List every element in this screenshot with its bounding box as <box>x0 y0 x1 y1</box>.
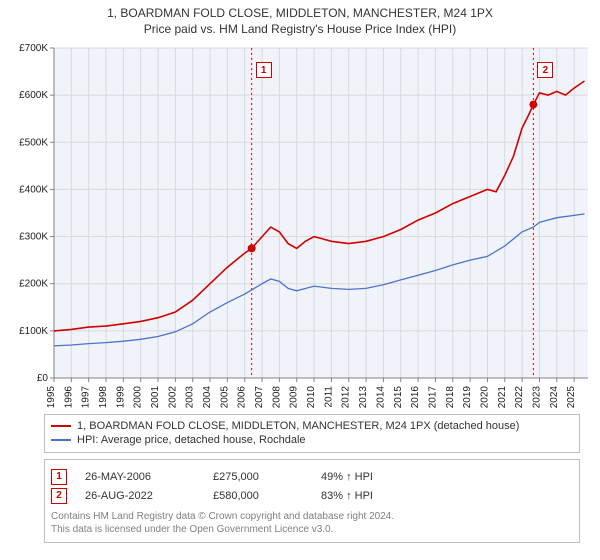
svg-text:2008: 2008 <box>271 386 282 408</box>
svg-text:1997: 1997 <box>81 386 92 408</box>
svg-text:2007: 2007 <box>254 386 265 408</box>
svg-text:2009: 2009 <box>289 386 300 408</box>
svg-text:£500K: £500K <box>19 137 48 148</box>
svg-text:1998: 1998 <box>98 386 109 408</box>
svg-text:2015: 2015 <box>393 386 404 408</box>
svg-text:2023: 2023 <box>531 386 542 408</box>
sale-date: 26-MAY-2006 <box>85 471 195 483</box>
sale-date: 26-AUG-2022 <box>85 490 195 502</box>
svg-text:2005: 2005 <box>219 386 230 408</box>
legend-label: HPI: Average price, detached house, Roch… <box>77 433 306 447</box>
svg-text:2017: 2017 <box>427 386 438 408</box>
svg-text:£200K: £200K <box>19 279 48 290</box>
svg-text:2022: 2022 <box>514 386 525 408</box>
svg-text:2016: 2016 <box>410 386 421 408</box>
header: 1, BOARDMAN FOLD CLOSE, MIDDLETON, MANCH… <box>0 0 600 38</box>
sales-list: 1 26-MAY-2006 £275,000 49% ↑ HPI 2 26-AU… <box>44 459 580 543</box>
svg-text:£700K: £700K <box>19 43 48 54</box>
svg-text:1999: 1999 <box>115 386 126 408</box>
credit-line: This data is licensed under the Open Gov… <box>51 523 573 536</box>
svg-text:2006: 2006 <box>237 386 248 408</box>
credit: Contains HM Land Registry data © Crown c… <box>51 510 573 536</box>
legend-item: HPI: Average price, detached house, Roch… <box>51 433 573 447</box>
sale-delta: 83% ↑ HPI <box>321 490 421 502</box>
chart-sale-badge: 1 <box>256 62 272 78</box>
svg-text:2010: 2010 <box>306 386 317 408</box>
svg-text:£0: £0 <box>37 373 49 384</box>
credit-line: Contains HM Land Registry data © Crown c… <box>51 510 573 523</box>
sale-row: 2 26-AUG-2022 £580,000 83% ↑ HPI <box>51 488 573 504</box>
sale-price: £580,000 <box>213 490 303 502</box>
svg-text:2019: 2019 <box>462 386 473 408</box>
page-subtitle: Price paid vs. HM Land Registry's House … <box>0 22 600 36</box>
svg-text:2002: 2002 <box>167 386 178 408</box>
svg-text:2001: 2001 <box>150 386 161 408</box>
sale-price: £275,000 <box>213 471 303 483</box>
svg-text:2003: 2003 <box>185 386 196 408</box>
svg-text:2014: 2014 <box>375 386 386 408</box>
legend-swatch <box>51 425 71 427</box>
svg-text:1995: 1995 <box>46 386 57 408</box>
svg-text:2021: 2021 <box>497 386 508 408</box>
svg-text:2025: 2025 <box>566 386 577 408</box>
legend-item: 1, BOARDMAN FOLD CLOSE, MIDDLETON, MANCH… <box>51 419 573 433</box>
chart-svg: £0 £100K £200K £300K £400K £500K £600K £700K 199… <box>0 38 600 408</box>
svg-text:2018: 2018 <box>445 386 456 408</box>
legend: 1, BOARDMAN FOLD CLOSE, MIDDLETON, MANCH… <box>44 414 580 453</box>
svg-text:£300K: £300K <box>19 232 48 243</box>
chart-sale-badge: 2 <box>537 62 553 78</box>
svg-text:2011: 2011 <box>323 386 334 408</box>
svg-text:£600K: £600K <box>19 90 48 101</box>
legend-label: 1, BOARDMAN FOLD CLOSE, MIDDLETON, MANCH… <box>77 419 519 433</box>
svg-text:2013: 2013 <box>358 386 369 408</box>
sale-badge: 1 <box>51 469 67 485</box>
sale-badge: 2 <box>51 488 67 504</box>
svg-text:1996: 1996 <box>63 386 74 408</box>
svg-text:£400K: £400K <box>19 184 48 195</box>
page-title: 1, BOARDMAN FOLD CLOSE, MIDDLETON, MANCH… <box>0 6 600 20</box>
svg-text:£100K: £100K <box>19 326 48 337</box>
price-chart: £0 £100K £200K £300K £400K £500K £600K £700K 199… <box>0 38 600 408</box>
legend-swatch <box>51 439 71 441</box>
svg-text:2012: 2012 <box>341 386 352 408</box>
svg-text:2000: 2000 <box>133 386 144 408</box>
svg-text:2020: 2020 <box>479 386 490 408</box>
svg-text:2004: 2004 <box>202 386 213 408</box>
svg-text:2024: 2024 <box>549 386 560 408</box>
sale-row: 1 26-MAY-2006 £275,000 49% ↑ HPI <box>51 469 573 485</box>
sale-delta: 49% ↑ HPI <box>321 471 421 483</box>
